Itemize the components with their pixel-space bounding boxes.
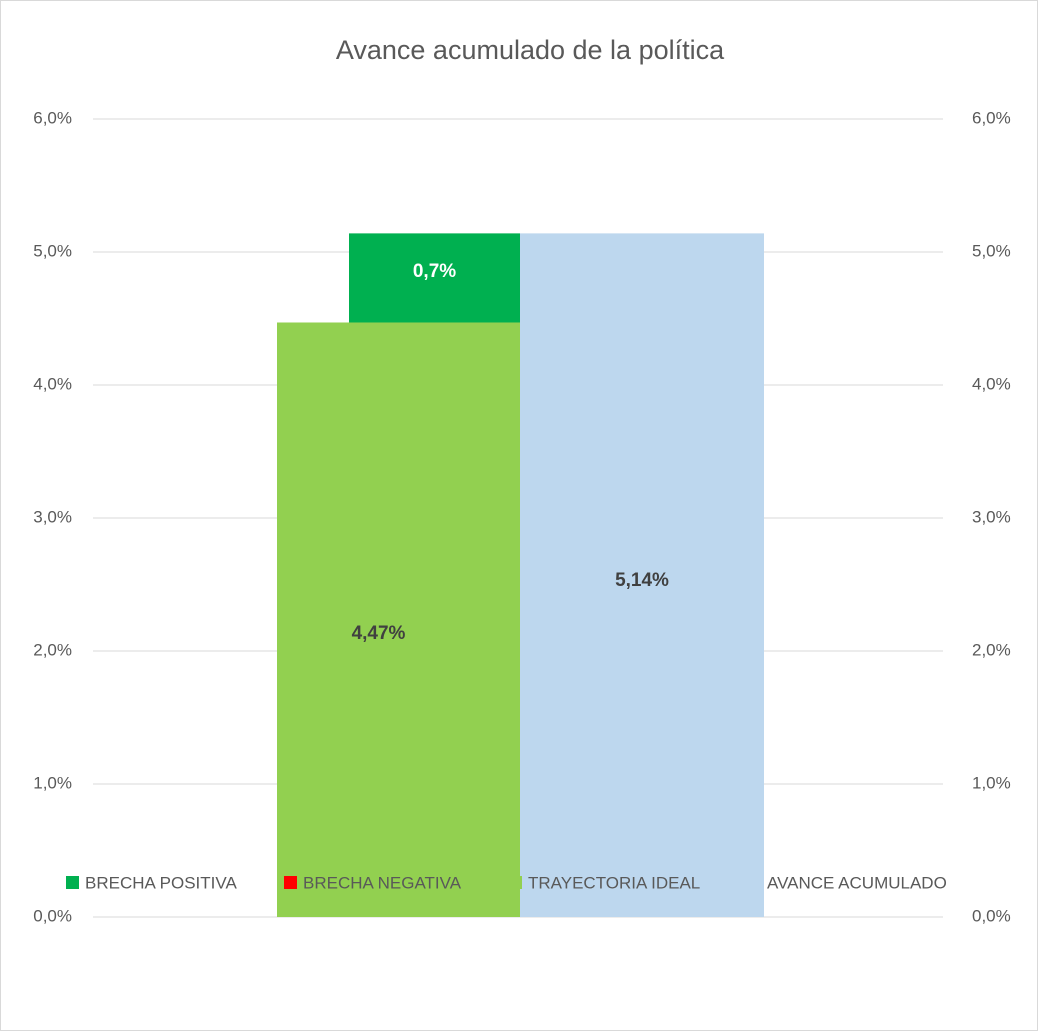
legend-swatch [66, 876, 79, 889]
legend-label: BRECHA NEGATIVA [303, 873, 462, 892]
y-tick-label: 3,0% [33, 507, 72, 526]
bar [349, 233, 520, 323]
y-tick-label: 1,0% [33, 773, 72, 792]
y-tick-label: 2,0% [33, 640, 72, 659]
bar [520, 233, 764, 917]
legend-label: BRECHA POSITIVA [85, 873, 237, 892]
y2-tick-label: 4,0% [972, 374, 1011, 393]
y-tick-label: 0,0% [33, 906, 72, 925]
legend-swatch [284, 876, 297, 889]
y2-tick-label: 2,0% [972, 640, 1011, 659]
data-label: 4,47% [352, 623, 406, 644]
y-tick-label: 4,0% [33, 374, 72, 393]
data-label: 0,7% [413, 261, 456, 282]
legend-swatch [509, 876, 522, 889]
legend-swatch [748, 876, 761, 889]
bar [277, 322, 520, 917]
data-label: 5,14% [615, 570, 669, 591]
chart-title: Avance acumulado de la política [336, 35, 725, 65]
y2-tick-label: 5,0% [972, 241, 1011, 260]
y2-tick-label: 0,0% [972, 906, 1011, 925]
y-tick-label: 6,0% [33, 108, 72, 127]
y2-tick-label: 3,0% [972, 507, 1011, 526]
y-tick-label: 5,0% [33, 241, 72, 260]
legend-label: TRAYECTORIA IDEAL [528, 873, 700, 892]
y2-tick-label: 1,0% [972, 773, 1011, 792]
legend-label: AVANCE ACUMULADO [767, 873, 947, 892]
y2-tick-label: 6,0% [972, 108, 1011, 127]
